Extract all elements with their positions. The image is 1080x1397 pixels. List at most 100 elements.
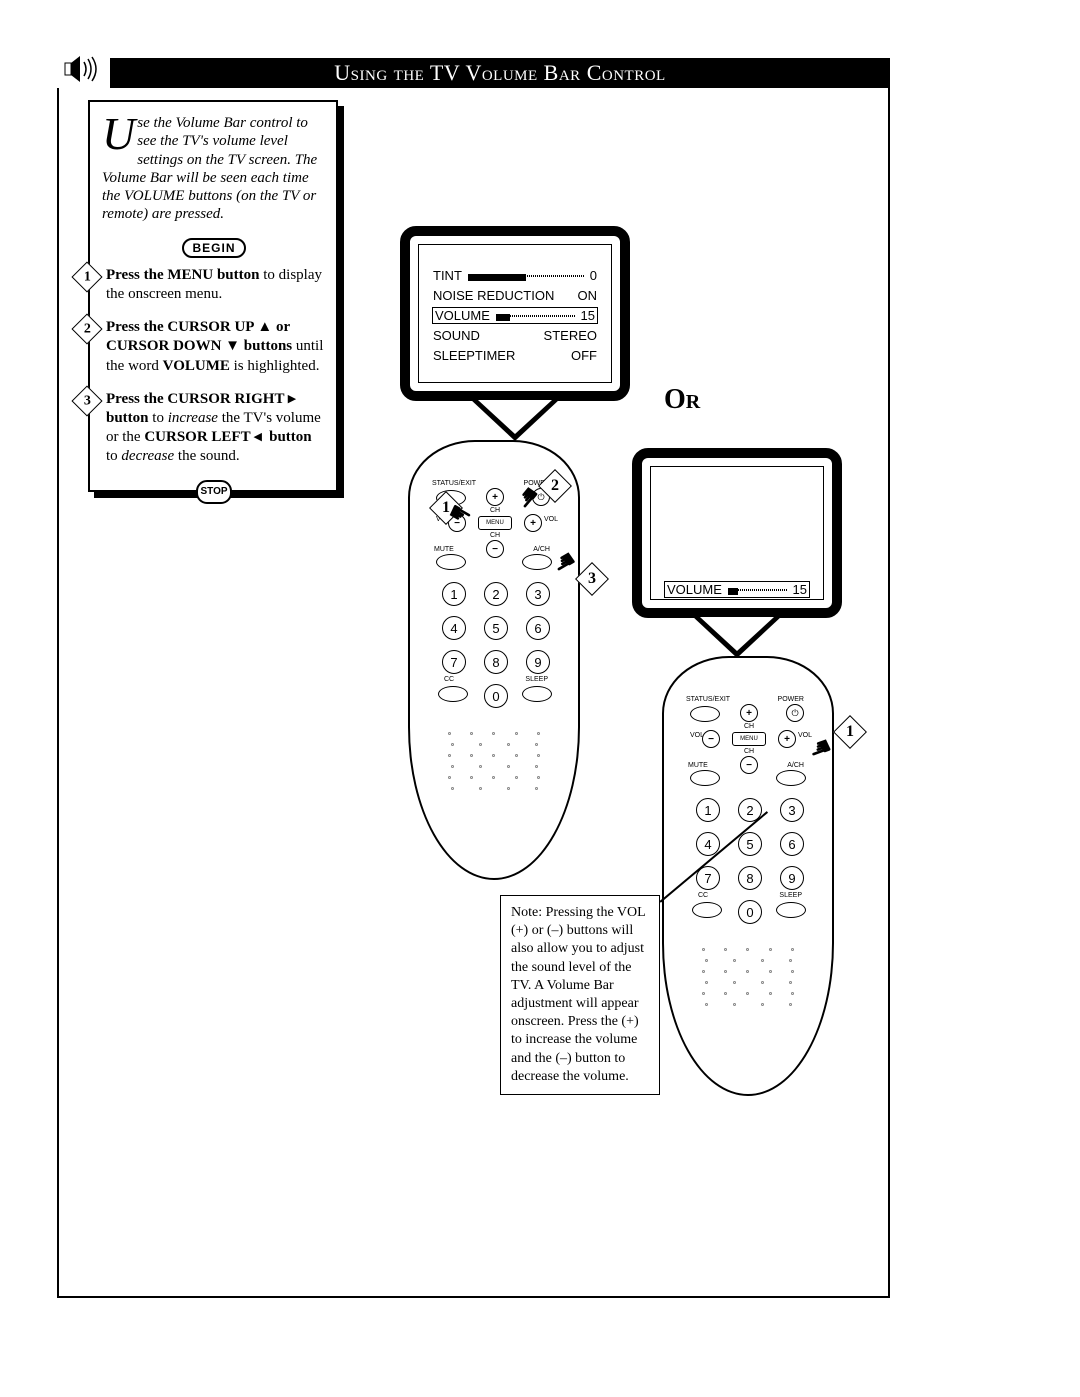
ch-label: CH	[490, 507, 500, 514]
digit-5-button[interactable]: 5	[484, 616, 508, 640]
ch-label: CH	[744, 723, 754, 730]
tv2-stand-inner	[700, 617, 774, 651]
tv-menu-row: SLEEPTIMER OFF	[433, 348, 597, 363]
tv-row-value: OFF	[571, 348, 597, 363]
menu-button[interactable]: MENU	[478, 516, 512, 530]
remote-dot-grid	[438, 724, 550, 798]
digit-6-button[interactable]: 6	[780, 832, 804, 856]
stop-badge: STOP	[196, 480, 232, 504]
tv-row-label: SLEEPTIMER	[433, 348, 515, 363]
tv-menu-row: TINT 0	[433, 268, 597, 283]
mute-button[interactable]	[690, 770, 720, 786]
digit-6-button[interactable]: 6	[526, 616, 550, 640]
sleep-label: SLEEP	[525, 676, 548, 683]
tv2-volume-value: 15	[793, 582, 807, 597]
step-2-text: Press the CURSOR UP ▲ or CURSOR DOWN ▼ b…	[106, 319, 323, 373]
instruction-box: Use the Volume Bar control to see the TV…	[88, 100, 338, 492]
digit-1-button[interactable]: 1	[696, 798, 720, 822]
power-label: POWER	[778, 696, 804, 703]
step-1: 1 Press the MENU button to display the o…	[102, 266, 326, 304]
digit-0-button[interactable]: 0	[484, 684, 508, 708]
tv-row-label: TINT	[433, 268, 462, 283]
cc-button[interactable]	[438, 686, 468, 702]
remote-dot-grid	[692, 940, 804, 1014]
digit-7-button[interactable]: 7	[696, 866, 720, 890]
tv-row-value: ON	[578, 288, 598, 303]
tv1-stand-inner	[478, 400, 552, 434]
digit-8-button[interactable]: 8	[738, 866, 762, 890]
digit-3-button[interactable]: 3	[526, 582, 550, 606]
channel-down-button[interactable]: −	[740, 756, 758, 774]
tv-row-value: STEREO	[544, 328, 597, 343]
digit-9-button[interactable]: 9	[780, 866, 804, 890]
digit-1-button[interactable]: 1	[442, 582, 466, 606]
ch-label-2: CH	[490, 532, 500, 539]
tv-row-value: 0	[590, 268, 597, 283]
digit-7-button[interactable]: 7	[442, 650, 466, 674]
cc-label: CC	[698, 892, 708, 899]
step-2: 2 Press the CURSOR UP ▲ or CURSOR DOWN ▼…	[102, 318, 326, 376]
note-text: Note: Pressing the VOL (+) or (–) button…	[511, 905, 645, 1084]
status-exit-button[interactable]	[690, 706, 720, 722]
step-2-marker: 2	[76, 318, 98, 340]
or-label: Or	[664, 384, 700, 416]
manual-page: Using the TV Volume Bar Control Use the …	[0, 0, 1080, 1397]
digit-5-button[interactable]: 5	[738, 832, 762, 856]
volume-icon	[62, 54, 102, 89]
tv-row-label: SOUND	[433, 328, 480, 343]
mute-button[interactable]	[436, 554, 466, 570]
cc-button[interactable]	[692, 902, 722, 918]
channel-up-button[interactable]: +	[740, 704, 758, 722]
ach-button[interactable]	[776, 770, 806, 786]
tv-row-label: VOLUME	[435, 308, 490, 323]
cc-label: CC	[444, 676, 454, 683]
tv-row-value: 15	[581, 308, 595, 323]
status-exit-label: STATUS/EXIT	[686, 696, 730, 703]
tv-menu-row: NOISE REDUCTIONON	[433, 288, 597, 303]
sleep-button[interactable]	[522, 686, 552, 702]
menu-button[interactable]: MENU	[732, 732, 766, 746]
callout-r2-1: 1	[838, 720, 862, 744]
remote-2-inner: STATUS/EXITPOWER⏻+CHVOL−MENU+VOLCH−MUTEA…	[674, 668, 822, 1080]
tv-screen-menu: TINT 0 NOISE REDUCTIONON VOLUME 15 SOUND STERE…	[400, 226, 630, 401]
step-1-text: Press the MENU button to display the ons…	[106, 267, 322, 302]
digit-3-button[interactable]: 3	[780, 798, 804, 822]
channel-down-button[interactable]: −	[486, 540, 504, 558]
tv-menu-content: TINT 0 NOISE REDUCTIONON VOLUME 15 SOUND STERE…	[418, 244, 612, 383]
intro-paragraph: Use the Volume Bar control to see the TV…	[102, 114, 326, 224]
vol-right-label: VOL	[544, 516, 558, 523]
mute-label: MUTE	[434, 546, 454, 553]
sleep-label: SLEEP	[779, 892, 802, 899]
volume-up-button[interactable]: +	[778, 730, 796, 748]
mute-label: MUTE	[688, 762, 708, 769]
channel-up-button[interactable]: +	[486, 488, 504, 506]
digit-2-button[interactable]: 2	[484, 582, 508, 606]
callout-2: 2	[543, 474, 567, 498]
volume-up-button[interactable]: +	[524, 514, 542, 532]
power-button[interactable]: ⏻	[786, 704, 804, 722]
tv2-volume-label: VOLUME	[667, 582, 722, 597]
tv-screen-volume: VOLUME 15	[632, 448, 842, 618]
ach-label: A/CH	[787, 762, 804, 769]
digit-8-button[interactable]: 8	[484, 650, 508, 674]
tv-menu-row: SOUND STEREO	[433, 328, 597, 343]
drop-cap: U	[102, 116, 135, 152]
step-3-text: Press the CURSOR RIGHT ▸ button to incre…	[106, 391, 321, 465]
tv-menu-row: VOLUME 15	[433, 308, 597, 323]
volume-down-button[interactable]: −	[702, 730, 720, 748]
step-1-marker: 1	[76, 266, 98, 288]
begin-badge: BEGIN	[182, 238, 246, 258]
ch-label-2: CH	[744, 748, 754, 755]
step-3: 3 Press the CURSOR RIGHT ▸ button to inc…	[102, 390, 326, 467]
sleep-button[interactable]	[776, 902, 806, 918]
callout-3: 3	[580, 567, 604, 591]
page-title: Using the TV Volume Bar Control	[110, 58, 890, 88]
tv-volume-content: VOLUME 15	[650, 466, 824, 600]
note-box: Note: Pressing the VOL (+) or (–) button…	[500, 895, 660, 1095]
step-3-marker: 3	[76, 390, 98, 412]
digit-4-button[interactable]: 4	[442, 616, 466, 640]
tv2-volume-row: VOLUME 15	[665, 582, 809, 597]
digit-0-button[interactable]: 0	[738, 900, 762, 924]
status-exit-label: STATUS/EXIT	[432, 480, 476, 487]
digit-9-button[interactable]: 9	[526, 650, 550, 674]
